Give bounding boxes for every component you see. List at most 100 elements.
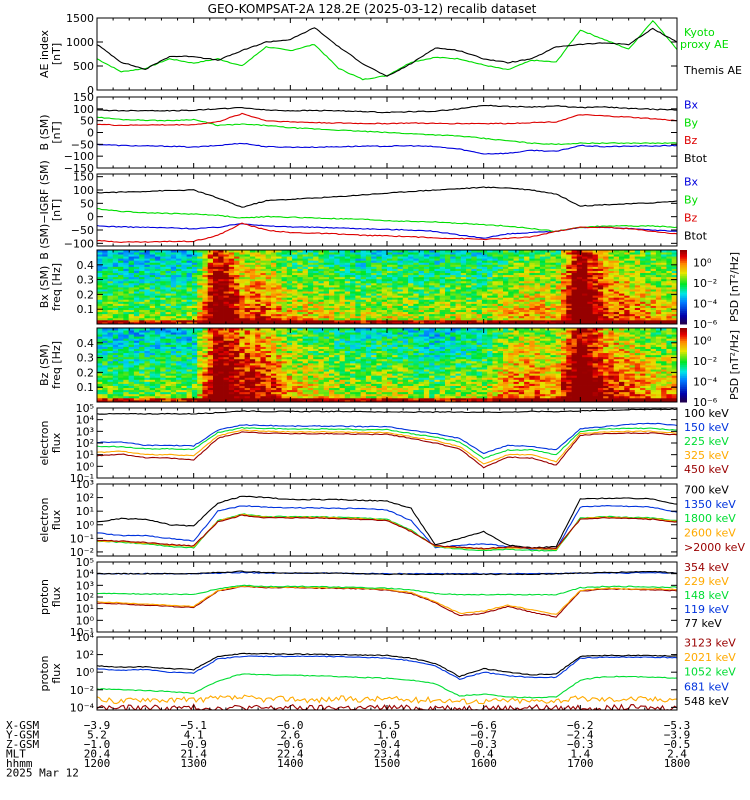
spectrogram-cell xyxy=(249,289,256,292)
spectrogram-cell xyxy=(191,315,198,319)
spectrogram-cell xyxy=(107,297,114,300)
spectrogram-cell xyxy=(97,270,103,274)
spectrogram-cell xyxy=(265,299,272,302)
spectrogram-cell xyxy=(170,287,177,290)
series-line-themis-ae xyxy=(97,27,677,77)
spectrogram-cell xyxy=(265,258,272,261)
spectrogram-cell xyxy=(255,295,261,298)
spectrogram-cell xyxy=(239,264,246,267)
spectrogram-cell xyxy=(123,295,130,298)
spectrogram-cell xyxy=(176,272,182,276)
spectrogram-cell xyxy=(128,280,135,284)
spectrogram-cell xyxy=(139,254,145,257)
spectrogram-cell xyxy=(276,287,282,290)
spectrogram-cell xyxy=(123,309,130,313)
spectrogram-cell xyxy=(176,307,182,311)
spectrogram-cell xyxy=(191,321,198,325)
spectrogram-cell xyxy=(234,276,240,280)
spectrogram-cell xyxy=(128,272,135,276)
spectrogram-cell xyxy=(286,315,293,319)
spectrogram-cell xyxy=(286,260,293,263)
y-tick-label: 50 xyxy=(80,197,94,210)
spectrogram-cell xyxy=(186,295,193,298)
spectrogram-cell xyxy=(202,289,209,292)
spectrogram-cell xyxy=(260,301,267,304)
spectrogram-cell xyxy=(165,319,172,323)
spectrogram-cell xyxy=(144,268,151,271)
spectrogram-cell xyxy=(202,305,209,308)
spectrogram-cell xyxy=(181,307,188,311)
spectrogram-cell xyxy=(213,260,219,263)
spectrogram-cell xyxy=(97,315,103,319)
spectrogram-cell xyxy=(149,276,156,280)
spectrogram-cell xyxy=(186,270,193,274)
spectrogram-cell xyxy=(276,291,282,294)
spectrogram-cell xyxy=(155,295,161,298)
spectrogram-cell xyxy=(228,268,235,271)
y-axis-label: [nT] xyxy=(50,199,63,221)
spectrogram-cell xyxy=(107,268,114,271)
spectrogram-cell xyxy=(191,278,198,282)
spectrogram-cell xyxy=(297,317,304,321)
spectrogram-cell xyxy=(244,309,251,313)
spectrogram-cell xyxy=(292,268,298,271)
spectrogram-cell xyxy=(112,258,119,261)
spectrogram-cell xyxy=(213,250,219,253)
y-tick-label: 0.1 xyxy=(77,303,95,316)
spectrogram-cell xyxy=(155,321,161,325)
spectrogram-cell xyxy=(202,313,209,317)
spectrogram-cell xyxy=(281,260,288,263)
spectrogram-cell xyxy=(202,309,209,313)
spectrogram-cell xyxy=(244,315,251,319)
y-tick-label: 0.2 xyxy=(77,288,95,301)
spectrogram-cell xyxy=(186,256,193,259)
series-group xyxy=(97,186,677,243)
spectrogram-cell xyxy=(223,293,230,296)
spectrogram-cell xyxy=(128,256,135,259)
spectrogram-cell xyxy=(133,307,140,311)
spectrogram-cell xyxy=(123,258,130,261)
spectrogram-cell xyxy=(265,254,272,257)
spectrogram-cell xyxy=(102,321,108,325)
spectrogram-cell xyxy=(292,280,298,284)
spectrogram-cell xyxy=(133,317,140,321)
series-line-kyoto-proxy-ae xyxy=(97,19,677,81)
spectrogram-cell xyxy=(144,293,151,296)
spectrogram-cell xyxy=(170,307,177,311)
spectrogram-cell xyxy=(197,280,203,284)
spectrogram-cell xyxy=(255,276,261,280)
spectrogram-cell xyxy=(249,295,256,298)
spectrogram-cell xyxy=(281,280,288,284)
spectrogram-cell xyxy=(186,313,193,317)
spectrogram-cell xyxy=(149,268,156,271)
spectrogram-cell xyxy=(118,276,124,280)
spectrogram-cell xyxy=(207,295,214,298)
spectrogram-cell xyxy=(165,309,172,313)
spectrogram-cell xyxy=(102,260,108,263)
spectrogram-cell xyxy=(118,303,124,306)
spectrogram-cell xyxy=(133,254,140,257)
spectrogram-cell xyxy=(260,303,267,306)
spectrogram-cell xyxy=(202,274,209,278)
spectrogram-cell xyxy=(149,321,156,325)
spectrogram-cell xyxy=(123,280,130,284)
spectrogram-cell xyxy=(170,309,177,313)
y-axis-label: freq [Hz] xyxy=(50,263,63,311)
spectrogram-cell xyxy=(144,282,151,286)
spectrogram-cell xyxy=(292,307,298,311)
spectrogram-cell xyxy=(213,297,219,300)
spectrogram-cell xyxy=(102,289,108,292)
spectrogram-cell xyxy=(149,303,156,306)
spectrogram-cell xyxy=(281,264,288,267)
y-axis-label: B (SM) xyxy=(38,114,51,150)
spectrogram-cell xyxy=(139,266,145,269)
spectrogram-cell xyxy=(213,293,219,296)
spectrogram-cell xyxy=(239,278,246,282)
spectrogram-cell xyxy=(228,287,235,290)
spectrogram-cell xyxy=(281,297,288,300)
spectrogram-cell xyxy=(292,272,298,276)
spectrogram-cell xyxy=(144,270,151,274)
spectrogram-cell xyxy=(176,254,182,257)
spectrogram-cell xyxy=(286,270,293,274)
spectrogram-cell xyxy=(112,284,119,288)
